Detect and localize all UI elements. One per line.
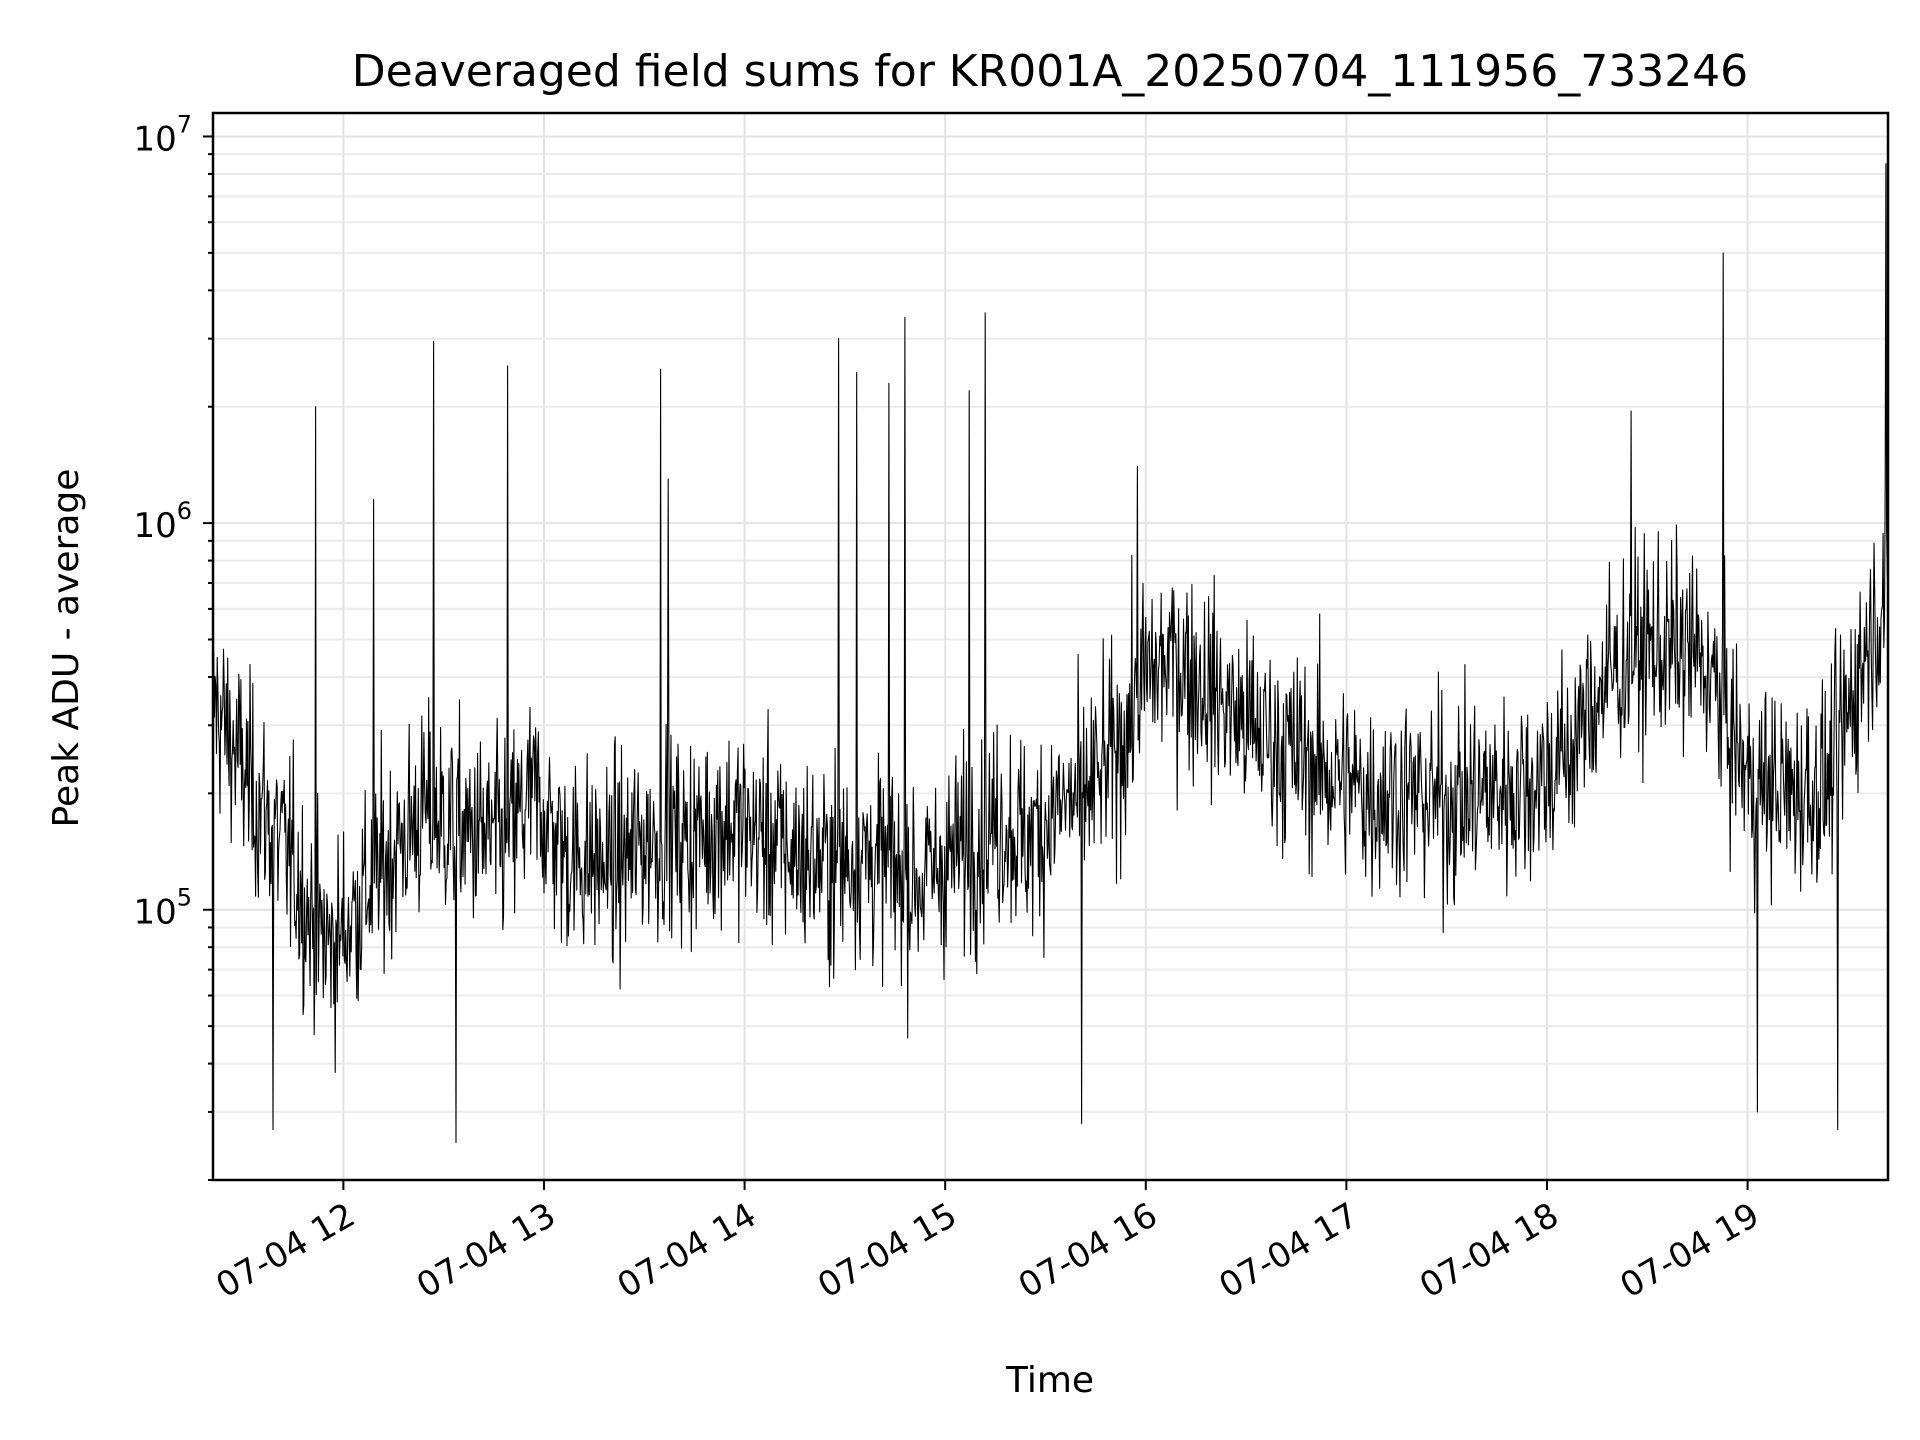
y-tick-base: 10 <box>133 119 176 159</box>
y-tick-exponent: 6 <box>177 497 192 525</box>
y-tick-base: 10 <box>133 506 176 546</box>
y-tick-label: 106 <box>133 497 192 546</box>
y-tick-exponent: 5 <box>177 884 192 912</box>
plot-area <box>212 163 1889 1144</box>
grid <box>213 113 1888 1181</box>
x-axis-label: Time <box>1005 1360 1094 1401</box>
series-line <box>212 163 1889 1144</box>
y-axis-label: Peak ADU - average <box>46 469 87 828</box>
y-tick-base: 10 <box>133 893 176 933</box>
y-tick-label: 105 <box>133 884 192 933</box>
chart-title: Deaveraged field sums for KR001A_2025070… <box>352 46 1748 97</box>
y-tick-exponent: 7 <box>177 110 192 138</box>
plot-frame <box>211 111 1890 1182</box>
y-tick-label: 107 <box>133 110 192 159</box>
